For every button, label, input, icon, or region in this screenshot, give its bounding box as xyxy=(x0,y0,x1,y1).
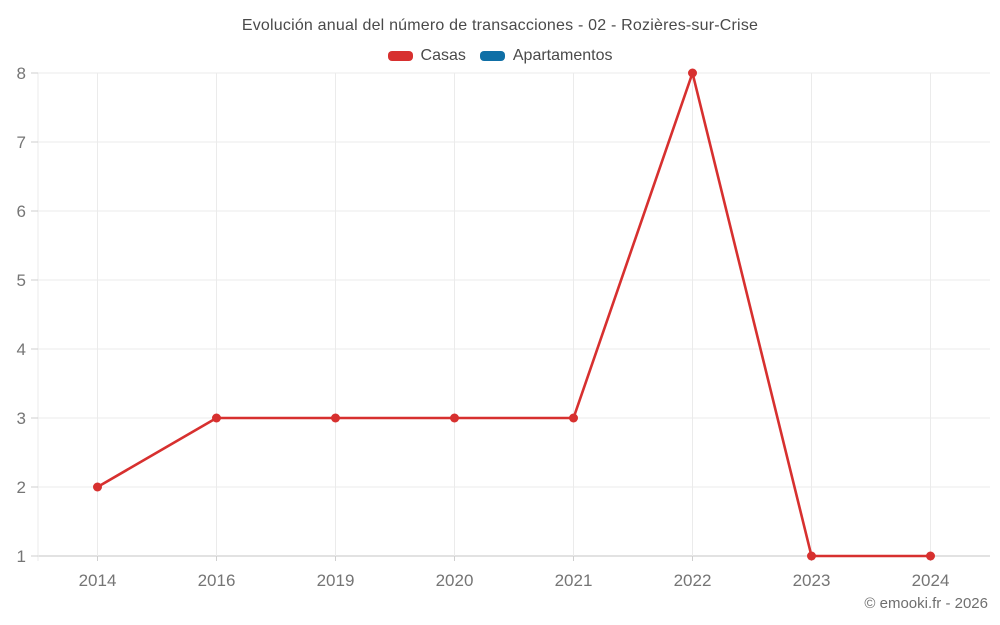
chart-title: Evolución anual del número de transaccio… xyxy=(241,17,759,34)
series xyxy=(93,68,935,561)
axis-labels: 1 2 3 4 5 6 7 8 2014 2016 2019 2020 2021 2022 2023 2024 xyxy=(17,64,950,590)
legend-swatch-casas xyxy=(387,51,413,61)
x-axis-label: 2024 xyxy=(912,571,950,590)
copyright-footer: © emooki.fr - 2026 xyxy=(864,595,988,612)
data-point-casas[interactable] xyxy=(212,413,221,423)
data-point-casas[interactable] xyxy=(807,551,816,561)
x-axis-label: 2014 xyxy=(79,571,117,590)
x-axis-label: 2019 xyxy=(317,571,355,590)
y-axis-label: 8 xyxy=(17,64,26,83)
data-point-casas[interactable] xyxy=(450,413,459,423)
y-axis-label: 2 xyxy=(17,478,26,497)
legend-label: Casas xyxy=(420,47,466,64)
gridlines xyxy=(37,72,990,561)
x-axis-label: 2022 xyxy=(674,571,712,590)
x-axis-label: 2021 xyxy=(555,571,593,590)
legend-item-apartamentos[interactable]: Apartamentos xyxy=(479,47,613,65)
data-point-casas[interactable] xyxy=(569,413,578,423)
legend-item-casas[interactable]: Casas xyxy=(387,47,466,65)
data-point-casas[interactable] xyxy=(926,551,935,561)
legend-label: Apartamentos xyxy=(512,47,613,64)
x-axis-label: 2023 xyxy=(793,571,831,590)
data-point-casas[interactable] xyxy=(331,413,340,423)
y-axis-label: 5 xyxy=(17,271,26,290)
legend-swatch-apartamentos xyxy=(479,51,505,61)
y-axis-label: 6 xyxy=(17,202,26,221)
data-point-casas[interactable] xyxy=(688,68,697,78)
y-axis-label: 3 xyxy=(17,409,26,428)
data-point-casas[interactable] xyxy=(93,482,102,492)
legend: Casas Apartamentos xyxy=(0,47,1000,65)
y-axis-label: 4 xyxy=(17,340,26,359)
y-axis-label: 7 xyxy=(17,133,26,152)
y-axis-label: 1 xyxy=(17,547,26,566)
x-axis-label: 2016 xyxy=(198,571,236,590)
series-line-casas xyxy=(96,71,932,558)
x-axis-label: 2020 xyxy=(436,571,474,590)
